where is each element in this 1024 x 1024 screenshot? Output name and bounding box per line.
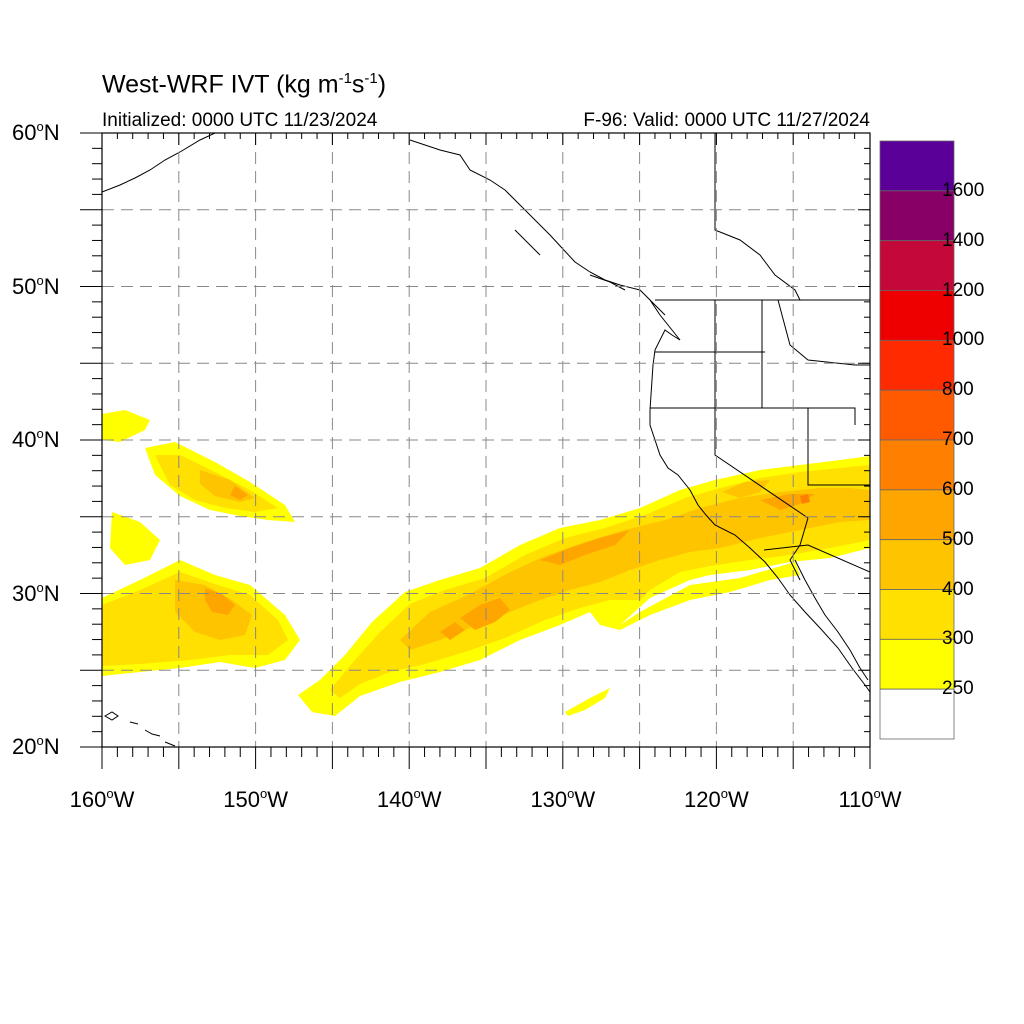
lat-tick-label: 50oN <box>12 272 60 299</box>
lon-tick-label: 150oW <box>223 786 288 812</box>
colorbar-swatch <box>879 688 955 740</box>
colorbar-level-label: 800 <box>942 379 974 401</box>
west-coast <box>649 329 870 693</box>
bc-islands <box>514 229 666 316</box>
lat-tick-label: 60oN <box>12 119 60 145</box>
gridlines <box>102 133 870 747</box>
colorbar-level-label: 1200 <box>942 279 985 301</box>
colorbar-level-label: 500 <box>942 528 974 550</box>
us-state-borders <box>650 299 870 573</box>
colorbar-swatch <box>879 439 955 491</box>
aleutian-coast <box>102 133 216 193</box>
colorbar-swatch <box>879 389 955 441</box>
init-time: Initialized: 0000 UTC 11/23/2024 <box>102 110 378 131</box>
colorbar-level-label: 1600 <box>942 179 985 201</box>
lon-tick-label: 120oW <box>684 786 749 812</box>
colorbar-level-label: 600 <box>942 478 974 500</box>
colorbar-swatch <box>879 240 955 291</box>
colorbar-level-label: 250 <box>942 678 974 700</box>
ivt-shading <box>102 410 870 716</box>
lat-tick-label: 20oN <box>12 733 60 759</box>
lat-tick-label: 40oN <box>12 426 60 452</box>
mexico-border <box>789 517 809 581</box>
colorbar-swatch <box>879 140 955 192</box>
coastlines-and-borders <box>102 133 870 747</box>
colorbar-swatch <box>879 489 955 541</box>
ivt-contour-600 <box>800 494 810 504</box>
colorbar <box>879 140 955 740</box>
canada-interior-border <box>714 133 801 301</box>
colorbar-swatch <box>879 290 955 341</box>
valid-time: F-96: Valid: 0000 UTC 11/27/2024 <box>583 110 870 131</box>
baja-peninsula <box>794 559 869 681</box>
lat-tick-label: 30oN <box>12 579 60 606</box>
colorbar-swatch <box>879 339 955 391</box>
colorbar-level-label: 300 <box>942 628 974 650</box>
lon-tick-label: 130oW <box>530 786 596 812</box>
lon-tick-label: 140oW <box>376 786 442 812</box>
colorbar-swatch <box>879 190 955 242</box>
axis-ticks <box>80 132 871 769</box>
colorbar-level-label: 1000 <box>942 329 985 351</box>
colorbar-swatch <box>879 638 955 690</box>
lon-tick-label: 160oW <box>69 786 135 812</box>
colorbar-level-label: 400 <box>942 578 974 600</box>
lon-tick-label: 110oW <box>838 786 902 812</box>
figure-title: West-WRF IVT (kg m-1s-1) <box>102 70 387 99</box>
colorbar-level-label: 700 <box>942 429 974 450</box>
colorbar-swatch <box>879 539 955 590</box>
colorbar-swatch <box>879 589 955 640</box>
colorbar-level-label: 1400 <box>942 229 985 251</box>
hawaii-islands <box>103 711 176 747</box>
